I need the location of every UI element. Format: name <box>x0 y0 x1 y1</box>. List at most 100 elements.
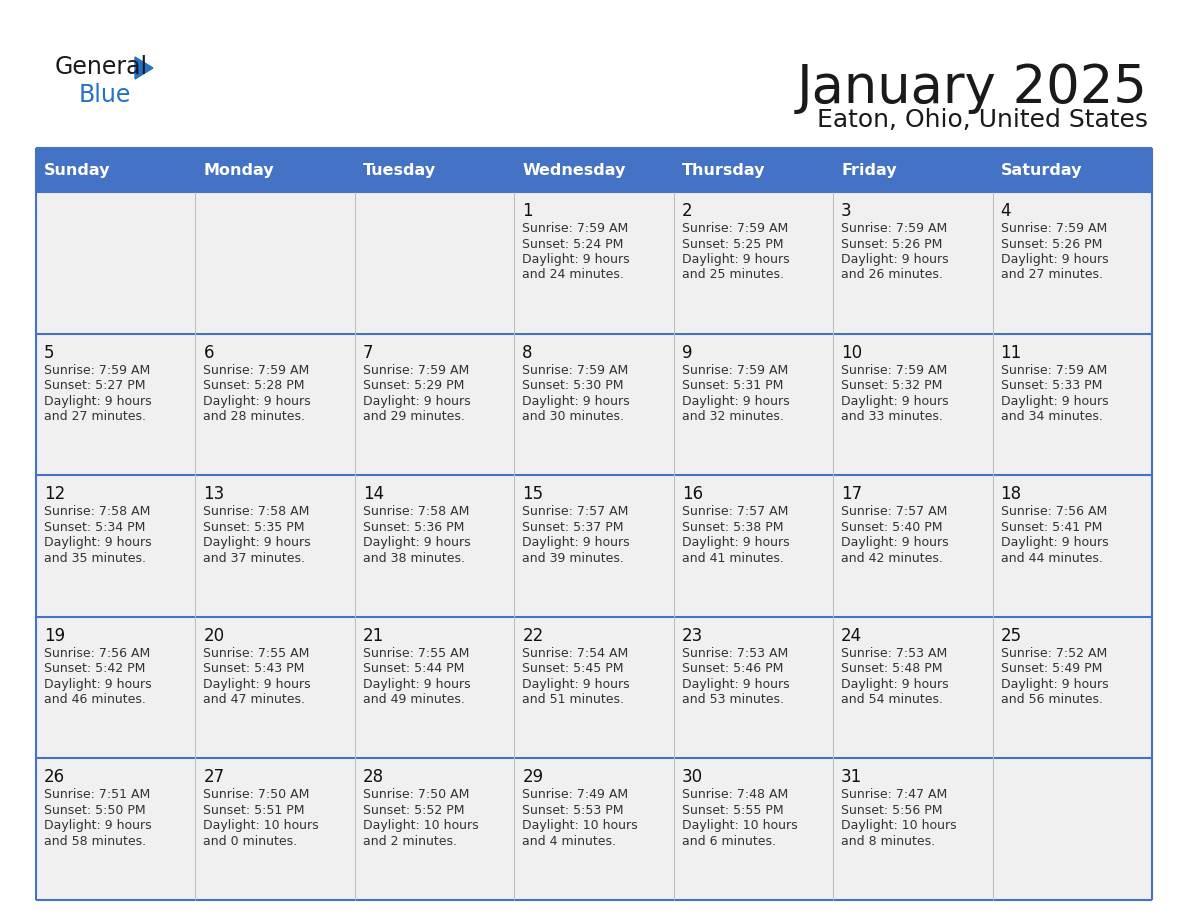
Text: and 4 minutes.: and 4 minutes. <box>523 834 617 848</box>
Text: Sunrise: 7:58 AM: Sunrise: 7:58 AM <box>44 505 151 518</box>
Text: Sunrise: 7:56 AM: Sunrise: 7:56 AM <box>44 647 150 660</box>
Text: Daylight: 9 hours: Daylight: 9 hours <box>1000 536 1108 549</box>
Text: 1: 1 <box>523 202 533 220</box>
Text: Sunset: 5:44 PM: Sunset: 5:44 PM <box>362 662 465 676</box>
Text: and 56 minutes.: and 56 minutes. <box>1000 693 1102 706</box>
Text: Sunrise: 7:59 AM: Sunrise: 7:59 AM <box>841 364 947 376</box>
Text: and 27 minutes.: and 27 minutes. <box>1000 268 1102 282</box>
Text: Sunday: Sunday <box>44 162 110 177</box>
Text: 17: 17 <box>841 486 862 503</box>
Text: Saturday: Saturday <box>1000 162 1082 177</box>
Text: Sunrise: 7:58 AM: Sunrise: 7:58 AM <box>362 505 469 518</box>
Text: Sunset: 5:50 PM: Sunset: 5:50 PM <box>44 804 146 817</box>
Text: Sunrise: 7:47 AM: Sunrise: 7:47 AM <box>841 789 947 801</box>
Bar <box>514 333 674 476</box>
Bar <box>196 333 355 476</box>
Text: Sunrise: 7:50 AM: Sunrise: 7:50 AM <box>203 789 310 801</box>
Text: Sunset: 5:34 PM: Sunset: 5:34 PM <box>44 521 145 533</box>
Bar <box>36 476 196 617</box>
Text: Sunset: 5:36 PM: Sunset: 5:36 PM <box>362 521 465 533</box>
Bar <box>514 758 674 900</box>
Text: Sunset: 5:55 PM: Sunset: 5:55 PM <box>682 804 783 817</box>
Text: 7: 7 <box>362 343 373 362</box>
Text: Daylight: 9 hours: Daylight: 9 hours <box>682 536 789 549</box>
Text: 15: 15 <box>523 486 543 503</box>
Text: 4: 4 <box>1000 202 1011 220</box>
Bar <box>36 192 196 333</box>
Bar <box>674 333 833 476</box>
Text: Daylight: 9 hours: Daylight: 9 hours <box>523 395 630 408</box>
Text: and 54 minutes.: and 54 minutes. <box>841 693 943 706</box>
Text: 30: 30 <box>682 768 703 787</box>
Text: Daylight: 9 hours: Daylight: 9 hours <box>1000 677 1108 691</box>
Text: Sunrise: 7:50 AM: Sunrise: 7:50 AM <box>362 789 469 801</box>
Text: Sunset: 5:49 PM: Sunset: 5:49 PM <box>1000 662 1102 676</box>
Text: 16: 16 <box>682 486 703 503</box>
Text: 20: 20 <box>203 627 225 644</box>
Text: and 33 minutes.: and 33 minutes. <box>841 410 943 423</box>
Text: 3: 3 <box>841 202 852 220</box>
Text: Sunset: 5:24 PM: Sunset: 5:24 PM <box>523 238 624 251</box>
Text: and 42 minutes.: and 42 minutes. <box>841 552 943 565</box>
Bar <box>833 476 992 617</box>
Text: 12: 12 <box>44 486 65 503</box>
Text: Monday: Monday <box>203 162 274 177</box>
Text: Sunset: 5:31 PM: Sunset: 5:31 PM <box>682 379 783 392</box>
Bar <box>355 758 514 900</box>
Text: Sunset: 5:29 PM: Sunset: 5:29 PM <box>362 379 465 392</box>
Text: Sunset: 5:42 PM: Sunset: 5:42 PM <box>44 662 145 676</box>
Text: and 8 minutes.: and 8 minutes. <box>841 834 935 848</box>
Text: Daylight: 9 hours: Daylight: 9 hours <box>1000 253 1108 266</box>
Text: Daylight: 9 hours: Daylight: 9 hours <box>44 536 152 549</box>
Text: Sunrise: 7:57 AM: Sunrise: 7:57 AM <box>682 505 788 518</box>
Text: Sunrise: 7:52 AM: Sunrise: 7:52 AM <box>1000 647 1107 660</box>
Text: 9: 9 <box>682 343 693 362</box>
Text: Daylight: 9 hours: Daylight: 9 hours <box>362 677 470 691</box>
Text: Sunrise: 7:55 AM: Sunrise: 7:55 AM <box>362 647 469 660</box>
Bar <box>992 758 1152 900</box>
Text: and 44 minutes.: and 44 minutes. <box>1000 552 1102 565</box>
Bar <box>833 758 992 900</box>
Text: 24: 24 <box>841 627 862 644</box>
Text: and 41 minutes.: and 41 minutes. <box>682 552 784 565</box>
Bar <box>36 148 1152 192</box>
Text: Sunset: 5:40 PM: Sunset: 5:40 PM <box>841 521 942 533</box>
Text: Sunset: 5:25 PM: Sunset: 5:25 PM <box>682 238 783 251</box>
Text: 28: 28 <box>362 768 384 787</box>
Text: 2: 2 <box>682 202 693 220</box>
Text: Sunset: 5:38 PM: Sunset: 5:38 PM <box>682 521 783 533</box>
Bar <box>514 617 674 758</box>
Bar <box>992 192 1152 333</box>
Text: Sunrise: 7:57 AM: Sunrise: 7:57 AM <box>523 505 628 518</box>
Bar <box>833 192 992 333</box>
Bar <box>196 476 355 617</box>
Text: Sunset: 5:35 PM: Sunset: 5:35 PM <box>203 521 305 533</box>
Text: Sunrise: 7:59 AM: Sunrise: 7:59 AM <box>523 364 628 376</box>
Text: Blue: Blue <box>78 83 132 107</box>
Text: Sunrise: 7:59 AM: Sunrise: 7:59 AM <box>44 364 150 376</box>
Bar <box>833 617 992 758</box>
Bar <box>992 333 1152 476</box>
Text: and 25 minutes.: and 25 minutes. <box>682 268 784 282</box>
Text: Sunrise: 7:56 AM: Sunrise: 7:56 AM <box>1000 505 1107 518</box>
Text: 11: 11 <box>1000 343 1022 362</box>
Text: Daylight: 9 hours: Daylight: 9 hours <box>841 536 949 549</box>
Text: Sunset: 5:28 PM: Sunset: 5:28 PM <box>203 379 305 392</box>
Text: Sunrise: 7:58 AM: Sunrise: 7:58 AM <box>203 505 310 518</box>
Text: Daylight: 10 hours: Daylight: 10 hours <box>682 820 797 833</box>
Text: Daylight: 9 hours: Daylight: 9 hours <box>203 677 311 691</box>
Text: 22: 22 <box>523 627 544 644</box>
Text: and 53 minutes.: and 53 minutes. <box>682 693 784 706</box>
Text: Daylight: 9 hours: Daylight: 9 hours <box>362 395 470 408</box>
Bar <box>36 758 196 900</box>
Text: Sunset: 5:51 PM: Sunset: 5:51 PM <box>203 804 305 817</box>
Text: Sunset: 5:41 PM: Sunset: 5:41 PM <box>1000 521 1102 533</box>
Text: Sunset: 5:30 PM: Sunset: 5:30 PM <box>523 379 624 392</box>
Text: 26: 26 <box>44 768 65 787</box>
Bar <box>992 476 1152 617</box>
Text: and 0 minutes.: and 0 minutes. <box>203 834 297 848</box>
Text: Sunset: 5:33 PM: Sunset: 5:33 PM <box>1000 379 1102 392</box>
Bar <box>674 617 833 758</box>
Text: Daylight: 10 hours: Daylight: 10 hours <box>203 820 320 833</box>
Text: Daylight: 10 hours: Daylight: 10 hours <box>362 820 479 833</box>
